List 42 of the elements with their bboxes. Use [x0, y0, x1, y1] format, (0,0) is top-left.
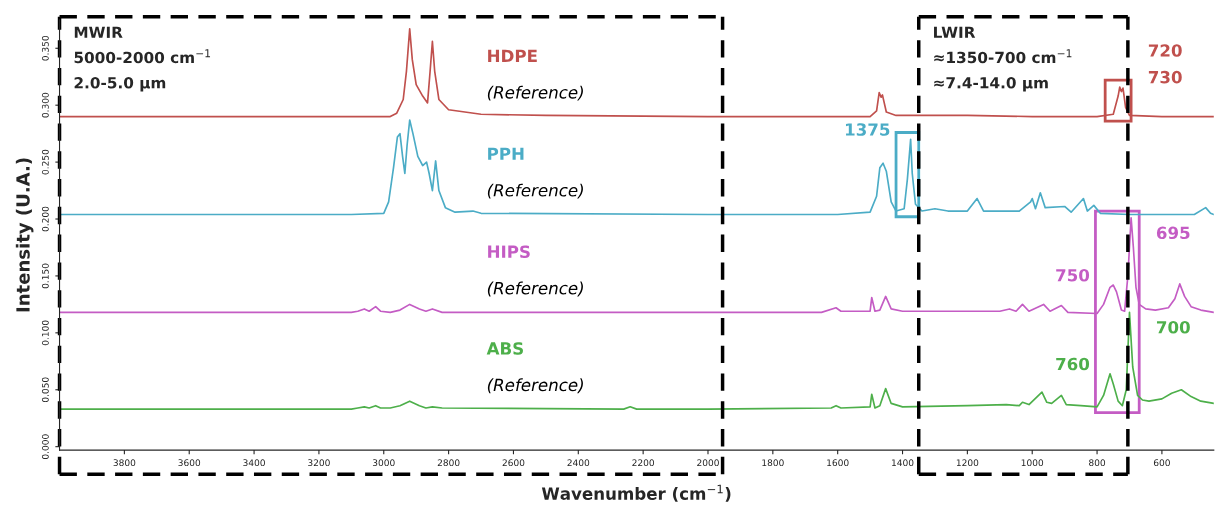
x-tick-label: 3600 [178, 459, 201, 467]
x-tick-label: 1000 [1021, 459, 1044, 467]
text: LWIR ≈1350-700 cm$^{−1}$ ≈7.4-14.0 µm [934, 26, 1072, 92]
x-tick-label: 1400 [892, 459, 914, 467]
line-series [59, 311, 1214, 410]
text: HDPE (Reference) [487, 49, 583, 101]
y-tick-label: 0.050 [41, 377, 49, 403]
text: PPH (Reference) [487, 147, 583, 199]
text: ABS (Reference) [486, 342, 583, 394]
annotation: 730 [1148, 70, 1182, 84]
y-tick-label: 0.200 [41, 206, 49, 232]
x-tick-label: 3200 [308, 459, 330, 467]
x-tick-label: 2400 [567, 459, 590, 467]
x-tick-label: 2800 [437, 459, 460, 467]
y-tick-label: 0.150 [41, 263, 49, 289]
line-series [59, 119, 1214, 216]
annotation: 700 [1156, 320, 1190, 334]
y-tick-label: 0.250 [41, 149, 49, 175]
y-tick-label: 0.300 [41, 92, 49, 118]
x-tick-label: 3800 [113, 459, 136, 467]
x-tick-label: 2000 [697, 459, 719, 467]
y-tick-label: 0.000 [41, 434, 49, 459]
x-tick-label: 800 [1089, 459, 1106, 467]
x-tick-label: 600 [1153, 459, 1170, 467]
annotation: 720 [1148, 44, 1182, 57]
annotation: 695 [1156, 226, 1190, 240]
x-tick-label: 1800 [762, 459, 784, 467]
annotation: 1375 [845, 123, 890, 136]
x-tick-label: 2200 [632, 459, 655, 467]
x-tick-label: 1200 [956, 459, 979, 467]
x-tick-label: 2600 [502, 459, 525, 467]
y-tick-label: 0.100 [41, 320, 49, 346]
text: MWIR 5000-2000 cm$^{−1}$ 2.0-5.0 µm [74, 26, 211, 92]
y-axis-title: Intensity (U.A.) [15, 158, 34, 312]
x-axis-title: Wavenumber (cm$^{−1}$) [541, 484, 731, 502]
x-tick-label: 3400 [243, 459, 265, 467]
annotation: 750 [1056, 268, 1090, 282]
x-tick-label: 3000 [372, 459, 395, 467]
y-tick-label: 0.350 [41, 35, 49, 61]
annotation: 760 [1056, 357, 1090, 371]
text: HIPS (Reference) [487, 245, 583, 297]
x-tick-label: 1600 [827, 459, 849, 467]
